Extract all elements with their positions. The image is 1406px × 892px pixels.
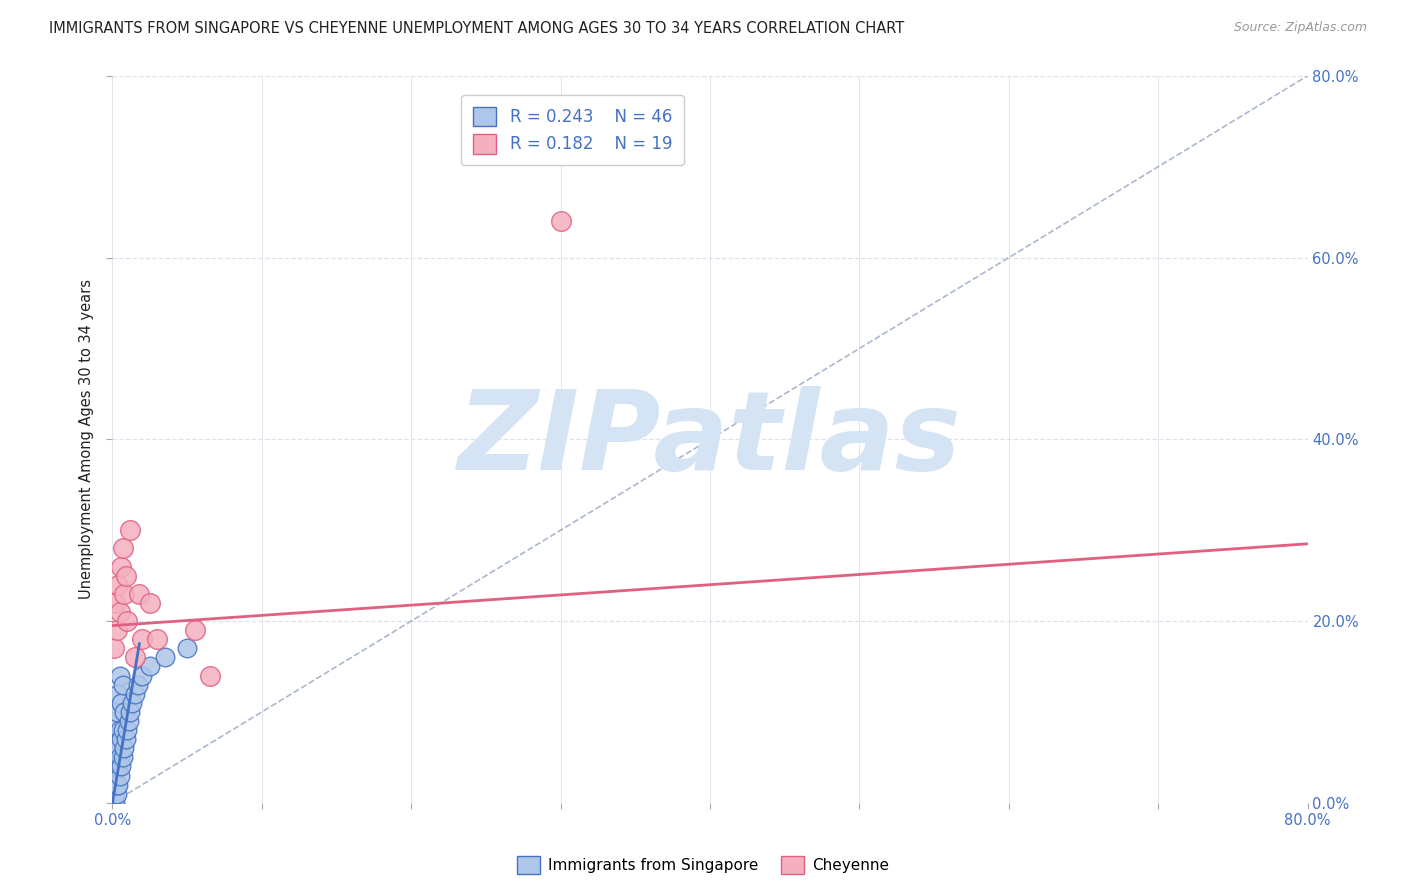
Point [103,732,125,747]
Point [104,796,127,810]
Point [105,778,128,792]
Legend: Immigrants from Singapore, Cheyenne: Immigrants from Singapore, Cheyenne [512,850,894,880]
Point [114,705,135,719]
Point [183,623,205,637]
Point [103,796,125,810]
Point [105,787,128,801]
Point [139,659,162,673]
Point [111,723,134,737]
Point [139,596,162,610]
Point [108,668,131,682]
Point [110,559,132,574]
Point [110,732,132,747]
Point [120,523,142,537]
Point [104,778,127,792]
Point [104,759,127,773]
Point [114,587,135,601]
Point [107,759,129,773]
Point [105,759,128,773]
Text: IMMIGRANTS FROM SINGAPORE VS CHEYENNE UNEMPLOYMENT AMONG AGES 30 TO 34 YEARS COR: IMMIGRANTS FROM SINGAPORE VS CHEYENNE UN… [49,21,904,37]
Point [107,741,129,756]
Point [111,678,134,692]
Point [108,723,131,737]
Point [117,723,139,737]
Point [120,705,142,719]
Text: Source: ZipAtlas.com: Source: ZipAtlas.com [1233,21,1367,35]
Point [103,759,125,773]
Point [108,605,131,619]
Point [131,668,153,682]
Point [104,741,127,756]
Point [103,641,125,656]
Y-axis label: Unemployment Among Ages 30 to 34 years: Unemployment Among Ages 30 to 34 years [79,279,94,599]
Point [118,714,141,728]
Point [127,678,149,692]
Point [146,632,169,647]
Point [198,668,221,682]
Point [131,632,153,647]
Point [153,650,176,665]
Point [128,587,150,601]
Point [104,714,127,728]
Point [103,768,125,782]
Point [121,696,143,710]
Point [107,778,129,792]
Point [107,687,129,701]
Point [105,732,128,747]
Point [124,687,146,701]
Point [115,568,138,582]
Point [103,750,125,764]
Text: ZIPatlas: ZIPatlas [458,386,962,492]
Point [103,796,125,810]
Point [117,614,139,628]
Point [110,759,132,773]
Point [124,650,146,665]
Point [110,696,132,710]
Point [104,596,127,610]
Point [176,641,198,656]
Point [115,732,138,747]
Point [107,578,129,592]
Point [108,768,131,782]
Point [103,787,125,801]
Point [105,705,128,719]
Point [111,541,134,556]
Point [103,778,125,792]
Point [550,214,572,228]
Point [114,741,135,756]
Point [111,750,134,764]
Point [104,787,127,801]
Point [108,750,131,764]
Point [105,623,128,637]
Legend: R = 0.243    N = 46, R = 0.182    N = 19: R = 0.243 N = 46, R = 0.182 N = 19 [461,95,683,165]
